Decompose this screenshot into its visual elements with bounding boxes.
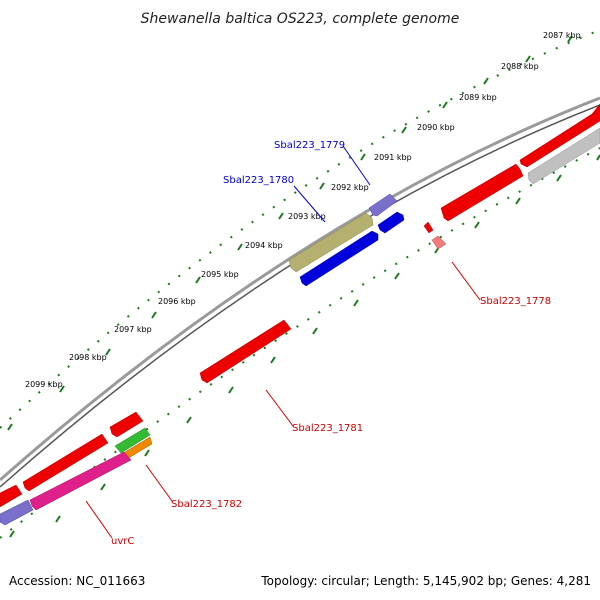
tick-label-2092: 2092 kbp [331,183,369,192]
tick-label-2095: 2095 kbp [201,270,239,279]
purple-gene-feature [0,499,34,526]
outer-scale-arc [0,29,600,429]
forward-features [0,103,600,508]
gene-label-1779: Sbal223_1779 [274,140,345,151]
callout-line-1780 [293,185,326,223]
red-gene-feature-1781 [199,319,292,384]
scale-tick-labels: 2087 kbp 2088 kbp 2089 kbp 2090 kbp 2091… [25,31,581,389]
tick-label-2099: 2099 kbp [25,380,63,389]
tick-label-2098: 2098 kbp [69,353,107,362]
tick-label-2087: 2087 kbp [543,31,581,40]
tick-label-2096: 2096 kbp [158,297,196,306]
red-gene-feature-1778 [423,221,434,234]
reverse-features [0,127,600,526]
gene-label-1781: Sbal223_1781 [292,423,363,434]
tick-label-2093: 2093 kbp [288,212,326,221]
callout-line-1782 [145,464,173,502]
red-gene-feature [0,484,23,508]
grey-gene-feature [527,127,600,185]
callout-line-1779 [342,145,371,186]
callout-line-1778 [451,261,481,301]
genome-backbone-outer [0,96,600,482]
tick-label-2091: 2091 kbp [374,153,412,162]
gene-label-uvrC: uvrC [111,536,134,547]
tick-label-2089: 2089 kbp [459,93,497,102]
pink-gene-feature [431,235,447,250]
genome-summary-text: Topology: circular; Length: 5,145,902 bp… [260,574,591,588]
outer-major-ticks [7,35,573,431]
red-gene-feature [440,163,524,222]
tick-label-2088: 2088 kbp [501,62,539,71]
red-gene-feature [109,411,144,438]
magenta-gene-feature-uvrC [29,451,132,511]
callout-line-uvrC [85,500,113,539]
red-gene-feature [22,433,109,492]
accession-text: Accession: NC_011663 [9,574,145,588]
tick-label-2090: 2090 kbp [417,123,455,132]
green-gene-feature-1782 [114,427,151,454]
gene-label-1778: Sbal223_1778 [480,296,551,307]
gene-label-1782: Sbal223_1782 [171,499,242,510]
red-gene-feature [519,103,600,168]
map-title: Shewanella baltica OS223, complete genom… [141,11,460,27]
callout-line-1781 [265,389,294,427]
blue-gene-feature [299,230,379,287]
gene-label-1780: Sbal223_1780 [223,175,294,186]
olive-gene-feature-1780 [288,212,374,273]
callout-lines [85,145,481,539]
blue-gene-feature [377,211,405,234]
tick-label-2097: 2097 kbp [114,325,152,334]
inner-major-ticks [9,154,600,538]
tick-label-2094: 2094 kbp [245,241,283,250]
purple-gene-feature-1779 [368,193,398,217]
